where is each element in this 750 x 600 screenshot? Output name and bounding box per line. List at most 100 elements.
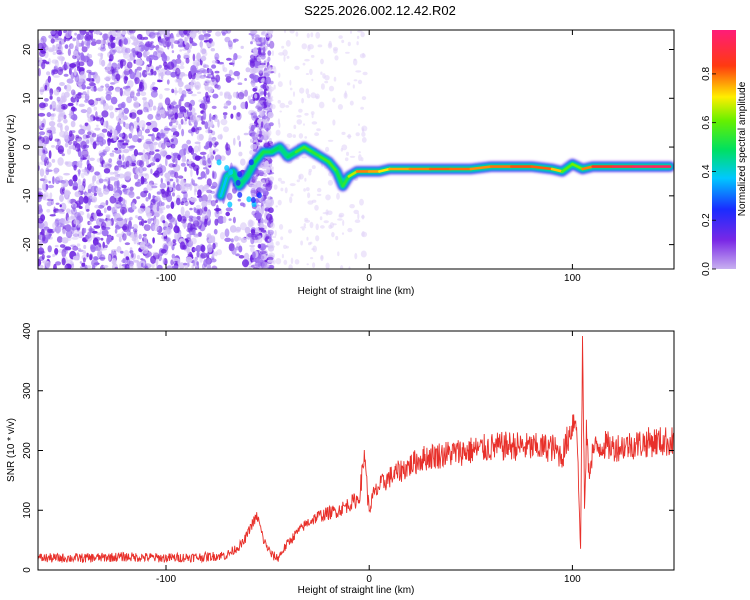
- spectrogram-noise-cell: [64, 61, 67, 71]
- spectrogram-noise-cell: [114, 228, 118, 234]
- spectrogram-noise-cell: [76, 243, 81, 247]
- spectrogram-noise-cell: [211, 265, 218, 269]
- spectrogram-noise-cell: [131, 202, 136, 210]
- spectrogram-noise-cell: [306, 263, 309, 266]
- spectrogram-noise-cell: [235, 253, 240, 257]
- spectrogram-noise-cell: [178, 87, 183, 95]
- spectrogram-noise-cell: [252, 149, 258, 152]
- spectrogram-noise-cell: [49, 214, 56, 217]
- spectrogram-noise-cell: [309, 241, 313, 245]
- spectrogram-noise-cell: [350, 30, 352, 34]
- spectrogram-noise-cell: [254, 86, 258, 89]
- spectrogram-noise-cell: [251, 184, 258, 188]
- spectrogram-noise-cell: [99, 152, 106, 157]
- spectrogram-noise-cell: [146, 263, 150, 266]
- spectrogram-noise-cell: [277, 177, 282, 182]
- spectrogram-noise-cell: [102, 188, 110, 195]
- spectrogram-noise-cell: [63, 172, 70, 176]
- spectrogram-noise-cell: [271, 167, 274, 173]
- spectrogram-noise-cell: [166, 79, 170, 85]
- spectrogram-noise-cell: [38, 68, 41, 77]
- spectrogram-noise-cell: [76, 54, 80, 59]
- spectrogram-noise-cell: [111, 206, 116, 215]
- spectrogram-noise-cell: [128, 190, 135, 199]
- spectrogram-noise-cell: [357, 30, 363, 33]
- spectrogram-noise-cell: [73, 219, 80, 225]
- spectrogram-noise-cell: [149, 107, 153, 111]
- spectrogram-noise-cell: [114, 266, 118, 269]
- spectrogram-noise-cell: [267, 88, 273, 93]
- spectrogram-noise-cell: [232, 91, 237, 98]
- spectrogram-noise-cell: [122, 223, 129, 233]
- spectrogram-noise-cell: [194, 258, 198, 262]
- spectrogram-noise-cell: [265, 76, 271, 85]
- spectrogram-noise-cell: [45, 137, 50, 145]
- spectrogram-noise-cell: [208, 134, 212, 143]
- spectrogram-noise-cell: [46, 255, 51, 258]
- spectrogram-noise-cell: [255, 180, 262, 189]
- spectrogram-y-tick-label: 0: [22, 144, 33, 150]
- spectrogram-noise-cell: [124, 88, 131, 97]
- spectrogram-noise-cell: [312, 262, 316, 268]
- spectrogram-noise-cell: [110, 42, 116, 49]
- spectrogram-noise-cell: [200, 244, 206, 253]
- spectrogram-noise-cell: [115, 199, 119, 204]
- spectrogram-noise-cell: [261, 36, 265, 43]
- spectrogram-noise-cell: [98, 178, 104, 184]
- spectrogram-noise-cell: [215, 74, 221, 83]
- spectrogram-noise-cell: [288, 100, 293, 105]
- spectrogram-noise-cell: [64, 91, 70, 98]
- spectrogram-noise-cell: [283, 244, 287, 249]
- spectrogram-noise-cell: [348, 266, 351, 269]
- spectrogram-noise-cell: [147, 113, 154, 120]
- spectrogram-noise-cell: [49, 95, 53, 100]
- spectrogram-noise-cell: [341, 131, 346, 135]
- spectrogram-noise-cell: [244, 78, 248, 81]
- spectrogram-noise-cell: [215, 31, 222, 37]
- spectrogram-noise-cell: [152, 81, 156, 85]
- spectrogram-noise-cell: [325, 262, 330, 269]
- spectrogram-noise-cell: [360, 157, 364, 162]
- spectrogram-noise-cell: [74, 32, 77, 36]
- spectrogram-noise-cell: [290, 193, 294, 197]
- spectrogram-noise-cell: [258, 47, 262, 55]
- spectrogram-noise-cell: [115, 73, 121, 82]
- spectrogram-noise-cell: [54, 138, 60, 142]
- spectrogram-noise-cell: [115, 88, 121, 93]
- spectrogram-noise-cell: [109, 111, 115, 119]
- spectrogram-noise-cell: [311, 248, 315, 251]
- spectrogram-noise-cell: [219, 210, 223, 215]
- spectrogram-noise-cell: [159, 93, 163, 100]
- spectrogram-noise-cell: [117, 196, 124, 202]
- spectrogram-noise-cell: [119, 206, 128, 215]
- spectrogram-noise-cell: [279, 224, 284, 230]
- spectrogram-noise-cell: [202, 110, 207, 120]
- spectrogram-noise-cell: [125, 256, 130, 261]
- spectrogram-noise-cell: [302, 62, 306, 66]
- spectrogram-noise-cell: [147, 218, 152, 225]
- spectrogram-noise-cell: [181, 90, 187, 97]
- spectrogram-noise-cell: [240, 222, 247, 231]
- spectrogram-noise-cell: [161, 191, 169, 198]
- spectrogram-noise-cell: [72, 203, 76, 212]
- spectrogram-noise-cell: [272, 235, 277, 239]
- spectrogram-noise-cell: [200, 252, 207, 259]
- spectrogram-noise-cell: [170, 138, 174, 142]
- spectrogram-noise-cell: [146, 109, 150, 113]
- spectrogram-noise-cell: [89, 215, 95, 222]
- spectrogram-noise-cell: [100, 52, 103, 60]
- spectrogram-noise-cell: [60, 202, 67, 211]
- spectrogram-noise-cell: [116, 233, 124, 238]
- spectrogram-noise-cell: [143, 106, 149, 113]
- spectrogram-noise-cell: [99, 254, 106, 262]
- spectrogram-noise-cell: [310, 257, 314, 260]
- spectrogram-noise-cell: [277, 81, 283, 88]
- spectrogram-y-tick-label: -10: [22, 188, 33, 203]
- spectrogram-noise-cell: [142, 98, 147, 106]
- spectrogram-noise-cell: [129, 247, 133, 251]
- spectrogram-noise-cell: [250, 112, 254, 116]
- spectrogram-noise-cell: [64, 44, 69, 49]
- spectrogram-noise-cell: [181, 128, 185, 137]
- spectrogram-noise-cell: [261, 206, 265, 215]
- spectrogram-noise-cell: [44, 84, 48, 91]
